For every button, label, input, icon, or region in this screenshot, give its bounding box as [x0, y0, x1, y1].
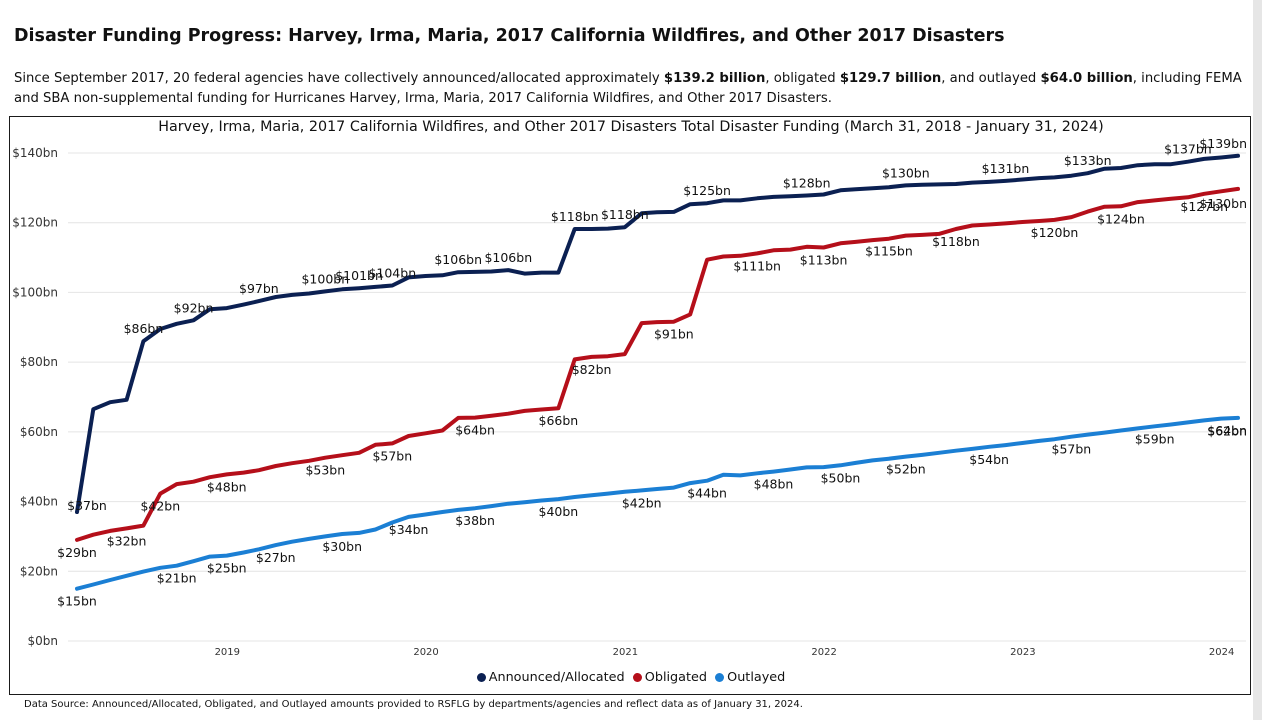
data-label: $91bn [654, 327, 694, 342]
data-label: $38bn [455, 513, 495, 528]
data-label: $64bn [455, 423, 495, 438]
data-label: $106bn [434, 252, 482, 267]
data-label: $32bn [107, 533, 147, 548]
data-source-note: Data Source: Announced/Allocated, Obliga… [24, 699, 803, 710]
data-label: $37bn [67, 498, 107, 513]
y-tick-label: $60bn [20, 425, 58, 439]
data-label: $128bn [783, 176, 831, 191]
y-tick-label: $80bn [20, 355, 58, 369]
x-tick-label: 2024 [1209, 647, 1234, 658]
data-label: $133bn [1064, 153, 1112, 168]
data-label: $82bn [572, 362, 612, 377]
data-label: $42bn [140, 499, 180, 514]
series-line-announced-allocated [75, 153, 1240, 514]
legend-dot-icon [632, 673, 642, 682]
x-tick-label: 2020 [413, 647, 438, 658]
data-label: $139bn [1199, 136, 1247, 151]
series-line-obligated [75, 186, 1240, 542]
data-label: $115bn [865, 244, 913, 259]
data-label: $131bn [982, 161, 1030, 176]
chart-title: Harvey, Irma, Maria, 2017 California Wil… [158, 119, 1104, 135]
obligated-total: $129.7 billion [839, 71, 942, 86]
data-label: $48bn [754, 477, 794, 492]
legend-dot-icon [715, 673, 725, 682]
data-label: $92bn [174, 300, 214, 315]
data-label: $30bn [322, 539, 362, 554]
data-label: $21bn [157, 571, 197, 586]
data-label: $57bn [1052, 442, 1092, 457]
data-label: $130bn [882, 165, 930, 180]
data-label: $50bn [821, 470, 861, 485]
y-tick-label: $40bn [20, 495, 58, 509]
data-label: $125bn [683, 183, 731, 198]
data-label: $15bn [57, 594, 97, 609]
y-tick-label: $20bn [20, 564, 58, 578]
y-tick-label: $100bn [12, 285, 58, 299]
data-label: $137bn [1164, 142, 1212, 157]
data-label: $100bn [301, 271, 349, 286]
summary-text: , including FEMA and SBA non-supplementa… [14, 71, 1242, 106]
x-tick-label: 2019 [215, 647, 240, 658]
legend-item-obligated[interactable]: Obligated [632, 670, 708, 685]
summary-text: , and outlayed [941, 71, 1041, 86]
data-label: $40bn [539, 504, 579, 519]
data-label: $48bn [207, 479, 247, 494]
chart-legend: Announced/Allocated Obligated Outlayed [0, 670, 1262, 686]
data-label: $106bn [484, 250, 532, 265]
page-title: Disaster Funding Progress: Harvey, Irma,… [14, 26, 1005, 46]
summary-text: , obligated [765, 71, 840, 86]
data-label: $118bn [601, 207, 649, 222]
data-label: $111bn [733, 258, 781, 273]
data-label: $27bn [256, 550, 296, 565]
data-label: $104bn [368, 265, 416, 280]
data-label: $120bn [1031, 225, 1079, 240]
x-tick-label: 2022 [811, 647, 836, 658]
data-label: $130bn [1199, 196, 1247, 211]
data-label: $124bn [1097, 211, 1145, 226]
legend-label: Announced/Allocated [488, 670, 625, 685]
data-label: $62bn [1207, 424, 1247, 439]
data-label: $64bn [1207, 423, 1247, 438]
summary-paragraph: Since September 2017, 20 federal agencie… [14, 69, 1250, 109]
y-tick-label: $120bn [12, 216, 58, 230]
data-label: $52bn [886, 462, 926, 477]
legend-dot-icon [476, 673, 486, 682]
announced-total: $139.2 billion [663, 71, 766, 86]
data-label: $59bn [1135, 431, 1175, 446]
data-label: $54bn [969, 452, 1009, 467]
window-right-edge [1253, 0, 1262, 720]
data-label: $66bn [539, 413, 579, 428]
data-label: $34bn [389, 522, 429, 537]
series-line-outlayed [75, 415, 1240, 591]
data-label: $101bn [335, 268, 383, 283]
chart-frame [9, 116, 1251, 695]
data-label: $42bn [622, 495, 662, 510]
legend-label: Obligated [644, 670, 708, 685]
data-label: $86bn [124, 321, 164, 336]
data-label: $113bn [800, 252, 848, 267]
data-label: $97bn [239, 281, 279, 296]
legend-label: Outlayed [727, 670, 786, 685]
data-label: $29bn [57, 545, 97, 560]
data-label: $57bn [372, 448, 412, 463]
summary-text: Since September 2017, 20 federal agencie… [14, 71, 664, 86]
x-tick-label: 2023 [1010, 647, 1035, 658]
x-tick-label: 2021 [613, 647, 638, 658]
data-label: $118bn [932, 234, 980, 249]
outlayed-total: $64.0 billion [1040, 71, 1133, 86]
data-label: $44bn [687, 486, 727, 501]
y-tick-label: $140bn [12, 146, 58, 160]
data-label: $25bn [207, 561, 247, 576]
legend-item-announced[interactable]: Announced/Allocated [476, 670, 625, 685]
y-tick-label: $0bn [28, 634, 59, 648]
data-label: $118bn [551, 209, 599, 224]
legend-item-outlayed[interactable]: Outlayed [715, 670, 785, 685]
data-label: $127bn [1180, 199, 1228, 214]
data-label: $53bn [305, 463, 345, 478]
